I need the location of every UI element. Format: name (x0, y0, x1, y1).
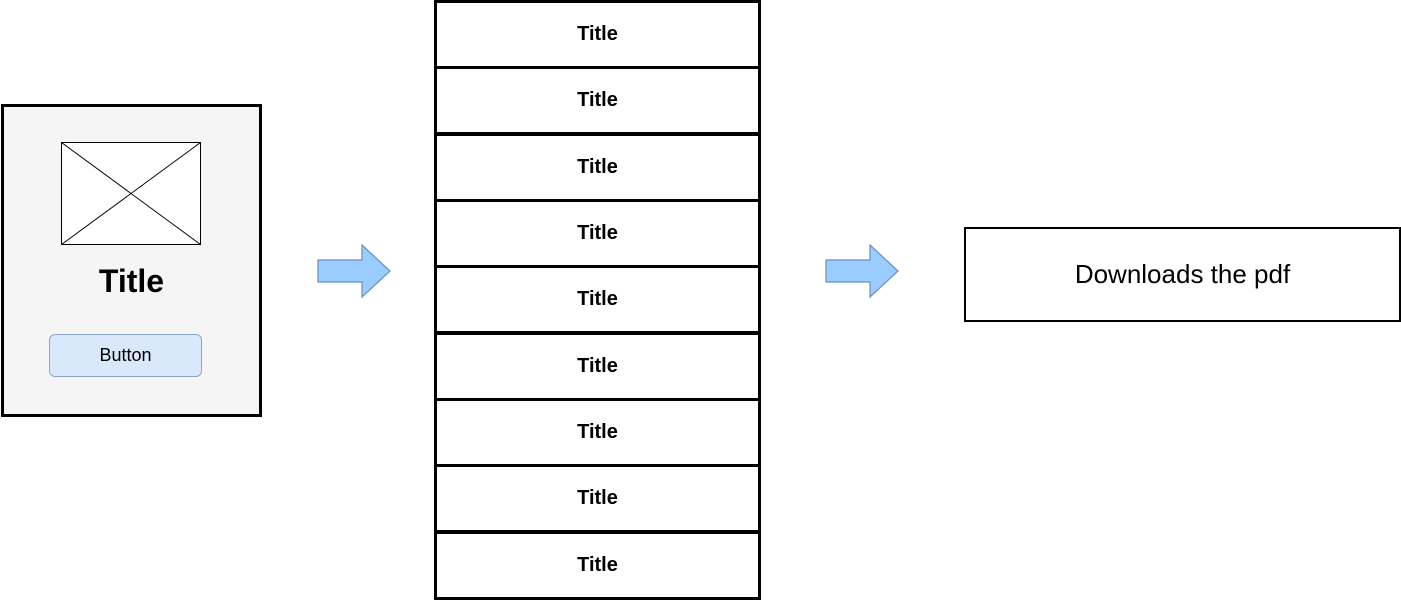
list-item[interactable]: Title (434, 531, 761, 600)
card-button[interactable]: Button (49, 334, 202, 377)
download-pdf-box: Downloads the pdf (964, 227, 1401, 322)
card-mockup: Title Button (1, 104, 262, 417)
list-item[interactable]: Title (434, 464, 761, 533)
list-item[interactable]: Title (434, 199, 761, 268)
image-placeholder-icon (61, 142, 201, 245)
list-item-label: Title (577, 554, 618, 576)
card-title: Title (98, 263, 165, 299)
list-item-label: Title (577, 487, 618, 509)
list-item-label: Title (577, 89, 618, 111)
arrow-right-icon (824, 243, 900, 299)
list-item[interactable]: Title (434, 133, 761, 202)
list-item-label: Title (577, 421, 618, 443)
list-item[interactable]: Title (434, 332, 761, 401)
list-item-label: Title (577, 156, 618, 178)
arrow-right-icon (316, 243, 392, 299)
list-item-label: Title (577, 355, 618, 377)
list-item[interactable]: Title (434, 0, 761, 69)
list-item-label: Title (577, 23, 618, 45)
list-item[interactable]: Title (434, 66, 761, 135)
list-item-label: Title (577, 288, 618, 310)
list-item[interactable]: Title (434, 398, 761, 467)
list-item[interactable]: Title (434, 265, 761, 334)
list-item-label: Title (577, 222, 618, 244)
